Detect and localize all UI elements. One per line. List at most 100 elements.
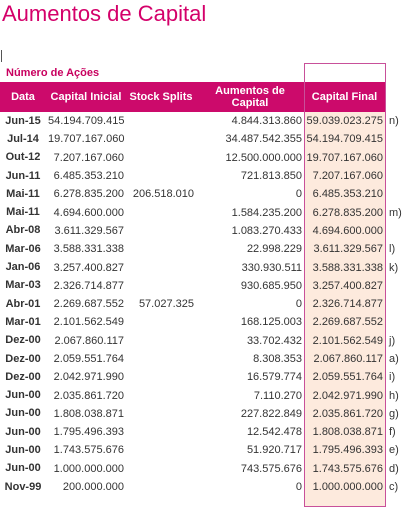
increase-cell: 33.702.432 <box>246 334 302 347</box>
column-header: Capital Final <box>304 82 385 112</box>
table-row: Jun-15 54.194.709.415 4.844.313.860 59.039.… <box>0 112 408 130</box>
initial-cell: 3.588.331.338 <box>53 243 124 256</box>
increase-cell: 1.083.270.433 <box>231 224 302 237</box>
table-row: Jun-00 1.795.496.393 12.542.478 1.808.038.8… <box>0 423 408 441</box>
table-row: Dez-00 2.067.860.117 33.702.432 2.101.562.5… <box>0 332 408 350</box>
final-cell: 4.694.600.000 <box>312 224 383 237</box>
final-cell: 6.485.353.210 <box>312 188 383 201</box>
splits-cell <box>126 441 196 459</box>
table-row: Mar-03 2.326.714.877 930.685.950 3.257.400.… <box>0 277 408 295</box>
splits-cell <box>126 460 196 478</box>
splits-cell <box>126 478 196 496</box>
date-cell: Dez-00 <box>5 352 41 365</box>
increase-cell: 7.110.270 <box>253 389 302 402</box>
increase-cell: 12.542.478 <box>246 426 302 439</box>
initial-cell: 2.035.861.720 <box>53 389 124 402</box>
column-header: Aumentos de Capital <box>196 82 304 112</box>
note-cell: a) <box>389 353 399 365</box>
initial-cell: 54.194.709.415 <box>48 115 125 128</box>
date-cell: Dez-00 <box>5 370 41 383</box>
increase-cell: 930.685.950 <box>240 279 302 292</box>
table-row: Jul-14 19.707.167.060 34.487.542.355 54.194… <box>0 130 408 148</box>
final-cell: 59.039.023.275 <box>306 115 383 128</box>
final-cell: 3.611.329.567 <box>313 243 383 256</box>
column-header: Stock Splits <box>126 82 196 112</box>
increase-cell: 4.844.313.860 <box>231 115 302 128</box>
splits-cell <box>126 277 196 295</box>
initial-cell: 4.694.600.000 <box>53 206 124 219</box>
table-row: Mar-01 2.101.562.549 168.125.003 2.269.687.… <box>0 313 408 331</box>
initial-cell: 1.743.575.676 <box>53 444 124 457</box>
increase-cell: 12.500.000.000 <box>225 151 302 164</box>
note-cell <box>385 185 408 203</box>
table-row: Nov-99 200.000.000 0 1.000.000.000 c) <box>0 478 408 496</box>
increase-cell: 22.998.229 <box>246 243 302 256</box>
splits-cell <box>126 332 196 350</box>
note-cell: k) <box>389 261 399 274</box>
final-cell: 2.042.971.990 <box>312 389 383 402</box>
final-cell: 54.194.709.415 <box>306 133 383 146</box>
table-body: Jun-15 54.194.709.415 4.844.313.860 59.039.… <box>0 112 408 496</box>
final-cell: 2.101.562.549 <box>312 334 383 347</box>
note-cell: c) <box>389 481 399 494</box>
final-cell: 2.035.861.720 <box>312 407 383 420</box>
note-cell: g) <box>389 407 399 420</box>
subtitle: Número de Ações <box>6 67 100 79</box>
note-cell <box>385 222 408 240</box>
increase-cell: 16.579.774 <box>246 371 302 384</box>
final-cell: 3.257.400.827 <box>312 279 383 292</box>
initial-cell: 200.000.000 <box>62 481 124 494</box>
note-cell <box>385 130 408 148</box>
date-cell: Dez-00 <box>5 334 41 347</box>
column-header: Capital Inicial <box>46 82 126 112</box>
increase-cell: 721.813.850 <box>240 170 302 183</box>
date-cell: Jun-11 <box>5 169 41 182</box>
table-row: Dez-00 2.059.551.764 8.308.353 2.067.860.11… <box>0 350 408 368</box>
increase-cell: 168.125.003 <box>240 316 302 329</box>
increase-cell: 0 <box>295 188 302 201</box>
date-cell: Jun-00 <box>5 462 41 475</box>
date-cell: Abr-01 <box>5 297 41 310</box>
table-row: Mai-11 6.278.835.200 206.518.010 0 6.485.353… <box>0 185 408 203</box>
capital-table: Data Capital Inicial Stock Splits Aumentos … <box>0 82 408 496</box>
final-cell: 1.808.038.871 <box>312 426 383 439</box>
page-title: Aumentos de Capital <box>2 1 207 26</box>
note-header <box>385 82 408 112</box>
note-cell: i) <box>389 371 396 384</box>
splits-cell <box>126 368 196 386</box>
initial-cell: 1.000.000.000 <box>53 462 124 475</box>
date-cell: Nov-99 <box>4 480 42 493</box>
initial-cell: 1.808.038.871 <box>53 407 124 420</box>
final-cell: 3.588.331.338 <box>312 261 383 274</box>
table-row: Mar-06 3.588.331.338 22.998.229 3.611.329.5… <box>0 240 408 258</box>
note-cell <box>385 313 408 331</box>
final-cell: 2.269.687.552 <box>312 316 383 329</box>
note-cell: d) <box>389 462 399 475</box>
splits-cell <box>126 423 196 441</box>
table-row: Jun-11 6.485.353.210 721.813.850 7.207.167.… <box>0 167 408 185</box>
table-row: Mai-11 4.694.600.000 1.584.235.200 6.278.83… <box>0 203 408 221</box>
note-cell: n) <box>389 115 399 128</box>
increase-cell: 1.584.235.200 <box>231 206 302 219</box>
initial-cell: 6.485.353.210 <box>53 170 124 183</box>
initial-cell: 2.067.860.117 <box>54 334 124 347</box>
note-cell <box>385 149 408 167</box>
note-cell <box>385 277 408 295</box>
note-cell: j) <box>389 334 396 347</box>
note-cell: h) <box>389 389 399 402</box>
date-cell: Mar-01 <box>5 315 41 328</box>
increase-cell: 0 <box>295 481 302 494</box>
table-row: Jan-06 3.257.400.827 330.930.511 3.588.331.… <box>0 258 408 276</box>
header-row: Data Capital Inicial Stock Splits Aumentos … <box>0 82 408 112</box>
note-cell: l) <box>389 243 396 256</box>
final-cell: 1.795.496.393 <box>312 444 383 457</box>
note-cell: m) <box>389 206 402 219</box>
date-cell: Mai-11 <box>6 187 40 200</box>
final-cell: 2.067.860.117 <box>313 353 383 365</box>
initial-cell: 7.207.167.060 <box>53 151 124 164</box>
note-cell: e) <box>389 444 399 457</box>
splits-cell <box>126 130 196 148</box>
splits-cell <box>126 405 196 423</box>
date-cell: Jun-15 <box>5 114 41 127</box>
